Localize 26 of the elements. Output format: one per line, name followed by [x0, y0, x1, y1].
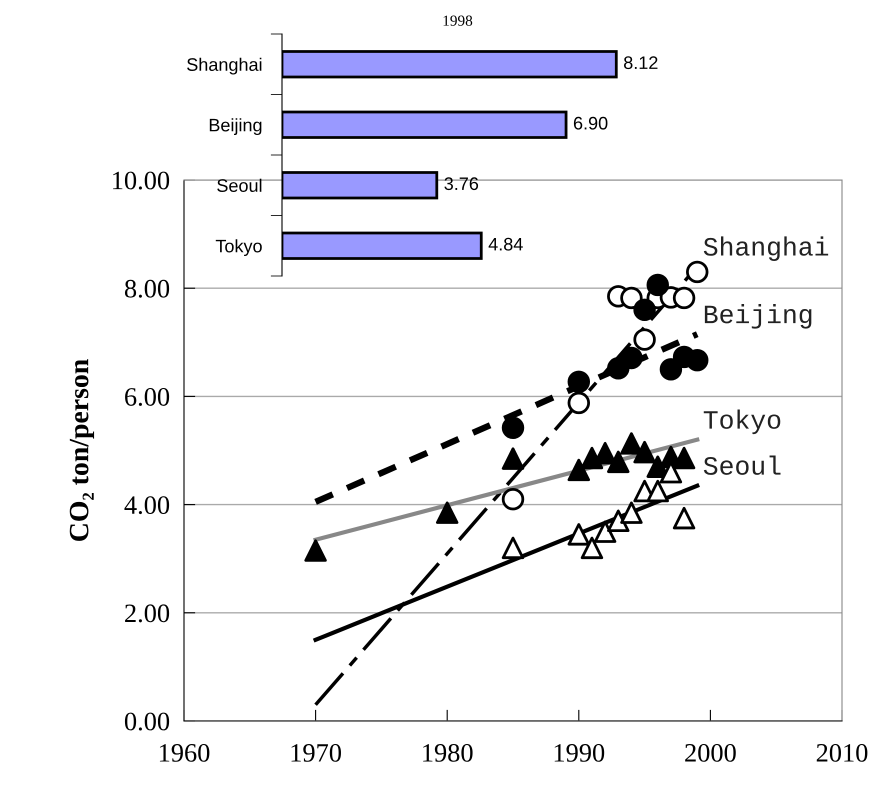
x-tick-label: 1970 [292, 744, 341, 762]
data-label: 3.76 [444, 177, 478, 190]
y-tick-label: Shanghai [187, 58, 262, 75]
x-tick-label: 1960 [160, 744, 210, 762]
y-tick-label: 0.00 [124, 712, 170, 731]
data-label: 6.90 [574, 116, 608, 130]
series-label: Seoul [704, 456, 781, 475]
data-label: 4.84 [488, 238, 523, 251]
y-tick-label: Beijing [210, 118, 262, 136]
y-tick-label: 6.00 [125, 388, 170, 406]
x-tick-label: 2000 [685, 744, 736, 762]
y-tick-label: Seoul [217, 178, 262, 192]
chart-title: 1998 [444, 16, 472, 26]
x-tick-label: 1990 [554, 744, 604, 762]
y-axis-title: CO₂ ton/person [70, 359, 94, 541]
series-label: Tokyo [704, 410, 780, 434]
y-tick-label: 4.00 [124, 496, 170, 514]
series-label: Shanghai [704, 236, 828, 261]
y-tick-label: Tokyo [216, 239, 262, 256]
data-label: 8.12 [624, 56, 658, 70]
y-tick-label: 2.00 [125, 604, 170, 622]
y-tick-label: 8.00 [124, 280, 170, 298]
x-tick-label: 1980 [423, 744, 473, 762]
x-tick-label: 2010 [816, 744, 868, 762]
series-label: Beijing [704, 304, 812, 329]
y-tick-label: 10.00 [113, 172, 170, 190]
